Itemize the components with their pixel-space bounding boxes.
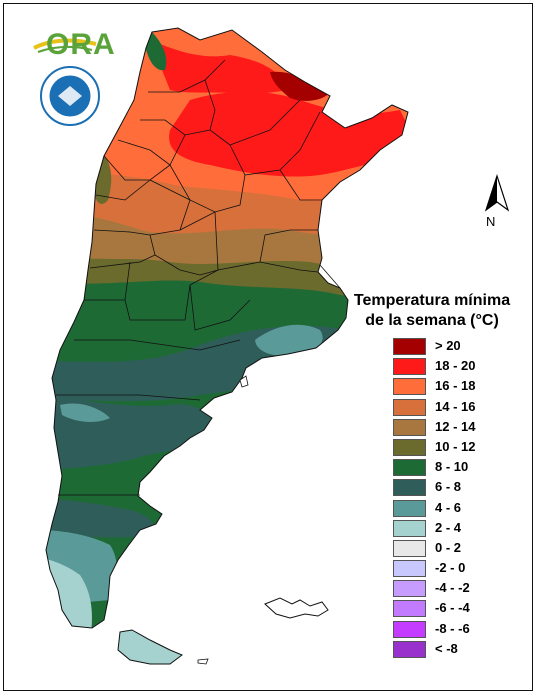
legend-row: -6 - -4 xyxy=(393,599,503,619)
legend-label: 18 - 20 xyxy=(435,358,476,374)
legend-row: -4 - -2 xyxy=(393,579,503,599)
legend-swatch xyxy=(393,378,426,396)
legend-label: -4 - -2 xyxy=(435,580,470,596)
legend-label: 2 - 4 xyxy=(435,519,462,535)
legend-swatch xyxy=(393,479,426,497)
legend-swatch xyxy=(393,398,426,416)
legend-label: -6 - -4 xyxy=(435,600,470,616)
ora-logo-mark xyxy=(33,38,97,53)
legend-row: 8 - 10 xyxy=(393,458,503,478)
legend-row: < -8 xyxy=(393,640,503,660)
legend-swatch xyxy=(393,438,426,456)
legend-row: 16 - 18 xyxy=(393,377,503,397)
legend-label: 10 - 12 xyxy=(435,438,476,454)
legend-title-line2: de la semana (°C) xyxy=(365,312,499,329)
legend-row: 0 - 2 xyxy=(393,539,503,559)
legend-swatch xyxy=(393,519,426,537)
legend-row: 6 - 8 xyxy=(393,478,503,498)
legend-label: > 20 xyxy=(435,338,461,353)
legend-label: -2 - 0 xyxy=(435,560,466,576)
legend-row: -2 - 0 xyxy=(393,559,503,579)
legend-row: 12 - 14 xyxy=(393,418,503,438)
province-borders xyxy=(45,27,409,629)
legend-label: 0 - 2 xyxy=(435,539,462,555)
legend-label: 8 - 10 xyxy=(435,459,469,475)
north-arrow-icon xyxy=(484,174,510,212)
legend-swatch xyxy=(393,600,426,618)
islands xyxy=(117,375,329,665)
legend-swatch xyxy=(393,459,426,477)
legend-row: 4 - 6 xyxy=(393,499,503,519)
legend-label: 14 - 16 xyxy=(435,398,476,414)
legend-label: < -8 xyxy=(435,640,458,656)
legend-label: 12 - 14 xyxy=(435,418,476,434)
legend-swatch xyxy=(393,358,426,376)
legend-title: Temperatura mínima de la semana (°C) xyxy=(338,291,526,331)
legend-swatch xyxy=(393,620,426,638)
legend-row: -8 - -6 xyxy=(393,620,503,640)
legend-swatch xyxy=(393,640,426,658)
legend-swatch xyxy=(393,560,426,578)
legend-label: 4 - 6 xyxy=(435,499,462,515)
legend-swatch xyxy=(393,338,426,355)
legend-row: 2 - 4 xyxy=(393,519,503,539)
north-label: N xyxy=(486,214,496,229)
ora-logo-text: ORA xyxy=(46,28,116,61)
legend-swatch xyxy=(393,539,426,557)
legend-swatch xyxy=(393,499,426,517)
legend-row: 18 - 20 xyxy=(393,357,503,377)
legend-row: 14 - 16 xyxy=(393,398,503,418)
legend-label: 6 - 8 xyxy=(435,479,462,495)
legend-label: 16 - 18 xyxy=(435,378,476,394)
legend-row: > 20 xyxy=(393,337,503,357)
legend-title-line1: Temperatura mínima xyxy=(353,292,511,309)
legend-row: 10 - 12 xyxy=(393,438,503,458)
legend-swatch xyxy=(393,580,426,598)
legend-label: -8 - -6 xyxy=(435,620,470,636)
smn-seal xyxy=(40,66,100,126)
legend-swatch xyxy=(393,418,426,436)
legend: > 20 18 - 20 16 - 18 14 - 16 12 - 14 10 - 12 8… xyxy=(393,337,503,660)
